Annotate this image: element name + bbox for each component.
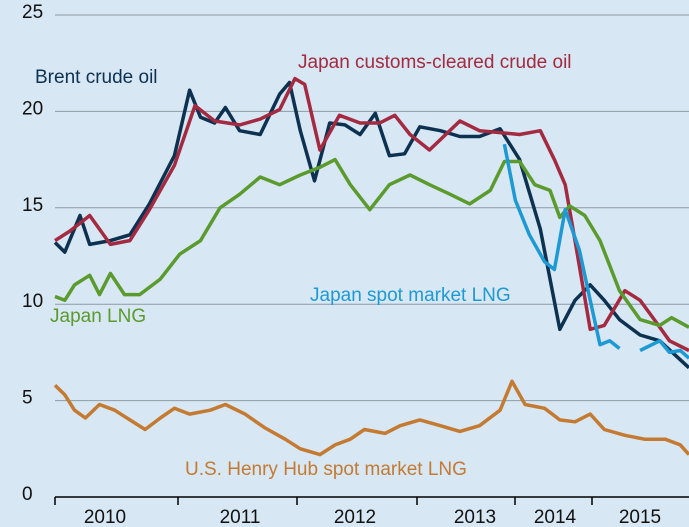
series-label: U.S. Henry Hub spot market LNG [185,459,467,480]
y-tick-label: 25 [22,2,43,23]
x-tick-label: 2013 [454,507,496,527]
y-tick-label: 15 [22,195,43,216]
series-line [53,80,689,370]
series-line [54,157,689,329]
x-tick-label: 2015 [619,507,661,527]
x-tick-label: 2014 [534,507,577,527]
y-tick-label: 0 [22,484,33,505]
series-label: Japan LNG [50,306,146,327]
series-label: Brent crude oil [35,67,158,88]
x-tick-label: 2010 [84,507,126,527]
series-line [54,76,689,353]
x-tick-label: 2012 [334,507,376,527]
y-tick-label: 5 [22,388,33,409]
x-ticks [54,497,593,505]
series-label: Japan spot market LNG [310,285,511,306]
x-tick-label: 2011 [220,507,261,527]
series-line [53,379,689,457]
series-line [502,143,689,360]
series-label: Japan customs-cleared crude oil [298,52,572,73]
y-tick-label: 20 [22,98,43,119]
y-tick-label: 10 [22,291,43,312]
